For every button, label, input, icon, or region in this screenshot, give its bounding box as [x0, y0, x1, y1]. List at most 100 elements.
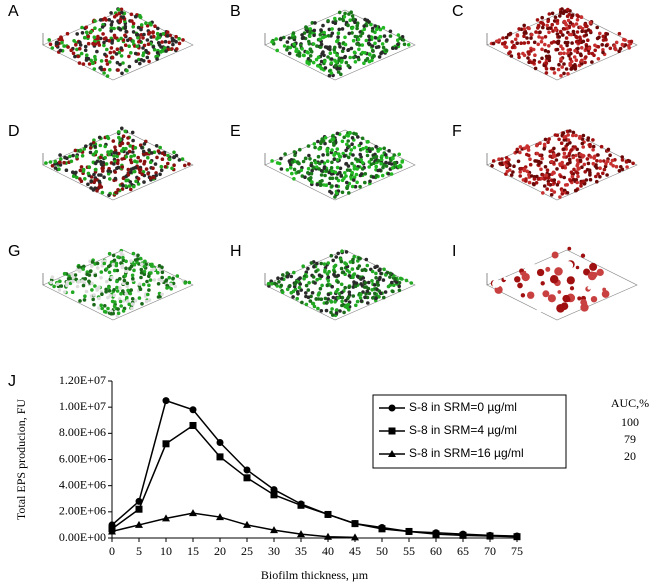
surface-cell [336, 251, 341, 256]
surface-cell [99, 303, 103, 308]
surface-cell [584, 33, 589, 37]
surface-cell [112, 50, 116, 54]
surface-cell [75, 47, 79, 52]
surface-cell [337, 154, 342, 159]
surface-cell [522, 34, 526, 38]
surface-cell [335, 165, 340, 170]
surface-cell [524, 179, 528, 183]
surface-cell [63, 155, 67, 160]
surface-cell [84, 25, 89, 30]
surface-cell [139, 23, 144, 27]
surface-cell [116, 255, 120, 259]
surface-cell [312, 264, 316, 269]
surface-cell [381, 45, 386, 50]
surface-cell [547, 176, 551, 180]
surface-cell [95, 188, 99, 193]
point [135, 520, 143, 528]
surface-cell [183, 281, 187, 285]
surface-cell [115, 314, 120, 318]
surface-cell [275, 284, 280, 288]
surface-cell [394, 46, 398, 50]
surface-cell [334, 308, 339, 313]
surface-cell [527, 153, 531, 158]
surface-cell [532, 182, 536, 187]
surface-cell [102, 40, 106, 45]
surface-cell [371, 175, 376, 179]
surface-cell [148, 278, 153, 282]
surface-cell [81, 62, 86, 66]
surface-cell [170, 39, 175, 43]
surface-cell [620, 167, 625, 172]
surface-cell [124, 155, 129, 159]
surface-cell [333, 16, 337, 21]
surface-cell [373, 291, 377, 296]
surface-cell [321, 35, 326, 39]
surface-cell [134, 59, 139, 63]
surface-cell [587, 46, 592, 51]
surface-cell [113, 35, 117, 40]
surface-cell [518, 174, 522, 178]
surface-cell [536, 305, 544, 313]
surface-cell [563, 253, 570, 260]
surface-cell [306, 171, 310, 175]
surface-cell [144, 167, 149, 171]
surface-cell [333, 45, 337, 50]
surface-cell [352, 55, 356, 60]
surface-cell [587, 168, 592, 172]
surface-cell [350, 161, 354, 166]
surface-cell [490, 164, 494, 168]
surface-cell [579, 15, 584, 19]
surface-cell [522, 27, 527, 31]
surface-cell [130, 306, 134, 311]
surface-cell [535, 143, 539, 148]
surface-cell [134, 179, 138, 184]
surface-cell [132, 153, 136, 158]
surface-cell [388, 29, 393, 34]
surface-cell [108, 50, 113, 55]
surface-cell [83, 177, 87, 181]
surface-cell [527, 60, 531, 64]
surface-cell [355, 26, 359, 31]
surface-cell [375, 280, 380, 285]
surface-cell [305, 60, 310, 65]
surface-cell [363, 180, 367, 185]
surface-cell [593, 48, 597, 53]
surface-cell [606, 147, 611, 152]
surface-cell [370, 48, 375, 53]
surface-cell [319, 42, 324, 47]
surface-cell [105, 47, 109, 52]
surface-cell [321, 139, 326, 143]
surface-cell [73, 148, 78, 153]
surface-cell [111, 262, 115, 267]
surface-cell [115, 154, 119, 159]
surface-cell [151, 45, 156, 49]
y-tick-label: 0.00E+00 [59, 530, 106, 544]
surface-cell [537, 60, 542, 64]
surface-cell [283, 152, 287, 156]
surface-cell [121, 15, 125, 19]
surface-cell [120, 126, 124, 131]
surface-cell [107, 39, 112, 43]
surface-cell [586, 136, 591, 140]
surface-cell [335, 158, 340, 162]
surface-cell [573, 48, 577, 53]
surface-cell [347, 308, 351, 312]
surface-cell [318, 32, 323, 37]
surface-cell [351, 275, 355, 280]
surface-cell [360, 136, 365, 141]
surface-cell [170, 47, 174, 51]
surface-cell [107, 152, 111, 157]
surface-cell [133, 51, 138, 56]
surface-cell [93, 273, 98, 278]
surface-cell [362, 285, 367, 289]
surface-cell [73, 273, 78, 277]
surface-cell [104, 267, 109, 271]
surface-cell [303, 175, 307, 179]
surface-cell [370, 269, 375, 274]
surface-cell [306, 144, 311, 148]
surface-cell [76, 54, 80, 59]
surface-cell [139, 27, 143, 32]
surface-cell [93, 54, 97, 59]
surface-cell [113, 145, 117, 149]
surface-cell [350, 184, 355, 189]
